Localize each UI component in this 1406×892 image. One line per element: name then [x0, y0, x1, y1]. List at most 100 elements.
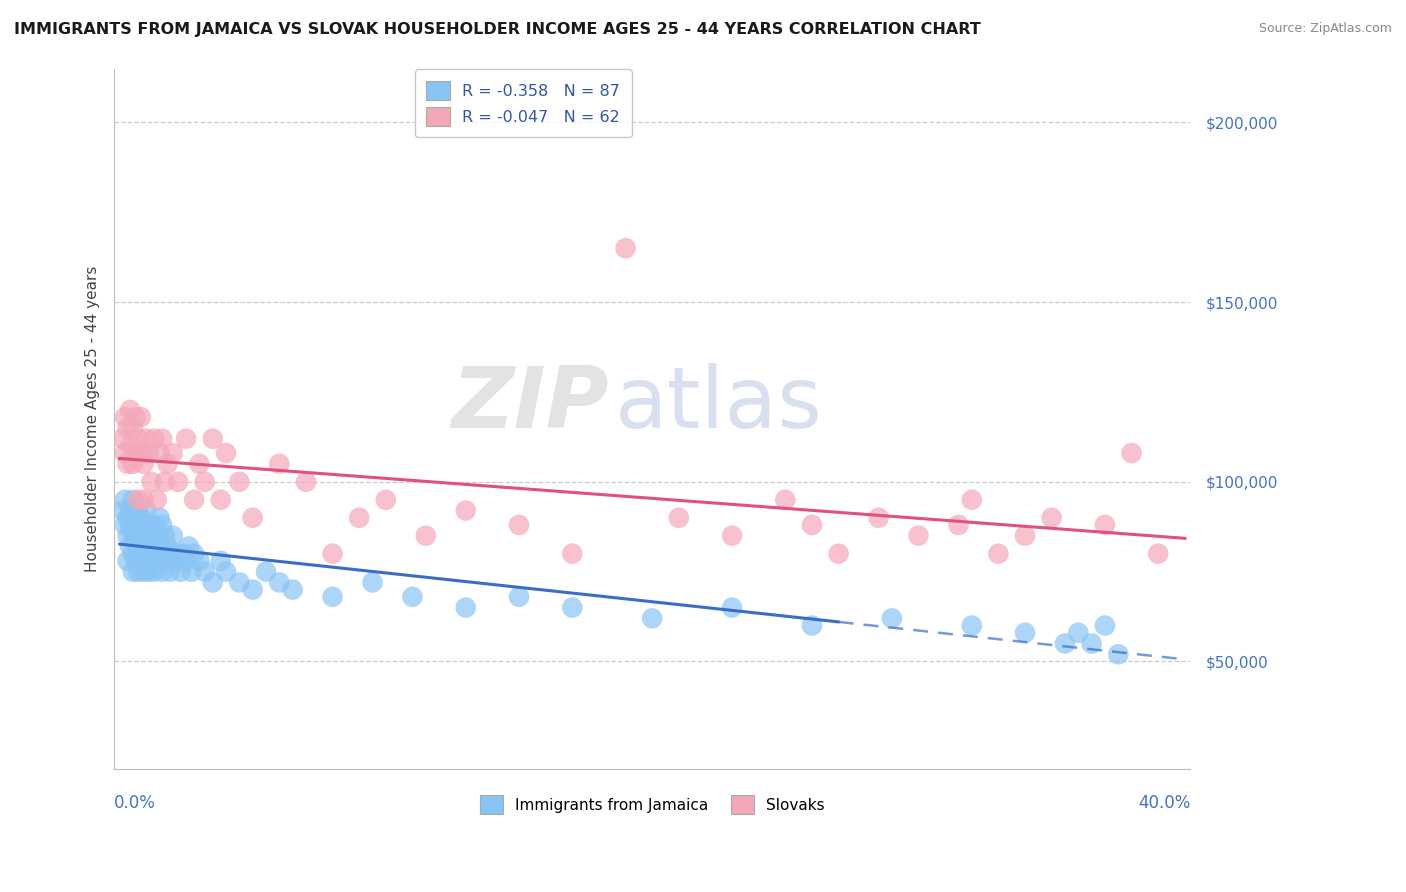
- Point: [454, 600, 477, 615]
- Point: [120, 403, 142, 417]
- Point: [138, 446, 160, 460]
- Point: [721, 529, 744, 543]
- Point: [135, 503, 157, 517]
- Point: [827, 547, 849, 561]
- Point: [172, 547, 194, 561]
- Point: [129, 510, 152, 524]
- Point: [254, 565, 277, 579]
- Point: [148, 510, 170, 524]
- Point: [269, 457, 291, 471]
- Point: [215, 565, 238, 579]
- Point: [156, 457, 179, 471]
- Point: [209, 492, 232, 507]
- Text: Source: ZipAtlas.com: Source: ZipAtlas.com: [1258, 22, 1392, 36]
- Point: [127, 565, 149, 579]
- Point: [242, 582, 264, 597]
- Point: [143, 565, 166, 579]
- Point: [121, 421, 143, 435]
- Point: [135, 432, 157, 446]
- Point: [183, 492, 205, 507]
- Point: [143, 517, 166, 532]
- Point: [124, 510, 146, 524]
- Point: [322, 590, 344, 604]
- Point: [114, 410, 136, 425]
- Point: [295, 475, 318, 489]
- Point: [614, 241, 637, 255]
- Point: [129, 446, 152, 460]
- Point: [868, 510, 890, 524]
- Point: [146, 547, 169, 561]
- Point: [135, 529, 157, 543]
- Point: [1080, 636, 1102, 650]
- Point: [228, 575, 250, 590]
- Point: [121, 547, 143, 561]
- Point: [121, 457, 143, 471]
- Point: [641, 611, 664, 625]
- Point: [132, 457, 155, 471]
- Point: [117, 421, 139, 435]
- Point: [156, 554, 179, 568]
- Point: [960, 492, 983, 507]
- Point: [141, 540, 163, 554]
- Point: [124, 410, 146, 425]
- Point: [174, 432, 197, 446]
- Point: [141, 554, 163, 568]
- Point: [162, 446, 184, 460]
- Point: [801, 618, 824, 632]
- Point: [148, 446, 170, 460]
- Point: [121, 492, 143, 507]
- Point: [415, 529, 437, 543]
- Point: [129, 410, 152, 425]
- Point: [111, 503, 134, 517]
- Point: [1014, 625, 1036, 640]
- Point: [156, 540, 179, 554]
- Point: [508, 517, 530, 532]
- Point: [120, 517, 142, 532]
- Point: [121, 529, 143, 543]
- Point: [117, 457, 139, 471]
- Point: [194, 565, 217, 579]
- Text: IMMIGRANTS FROM JAMAICA VS SLOVAK HOUSEHOLDER INCOME AGES 25 - 44 YEARS CORRELAT: IMMIGRANTS FROM JAMAICA VS SLOVAK HOUSEH…: [14, 22, 981, 37]
- Text: ZIP: ZIP: [451, 363, 609, 446]
- Point: [167, 475, 190, 489]
- Point: [138, 565, 160, 579]
- Point: [132, 565, 155, 579]
- Text: atlas: atlas: [614, 363, 823, 446]
- Point: [138, 547, 160, 561]
- Legend: Immigrants from Jamaica, Slovaks: Immigrants from Jamaica, Slovaks: [470, 785, 835, 825]
- Point: [668, 510, 690, 524]
- Point: [1107, 648, 1129, 662]
- Point: [188, 457, 211, 471]
- Point: [127, 432, 149, 446]
- Point: [146, 492, 169, 507]
- Point: [801, 517, 824, 532]
- Y-axis label: Householder Income Ages 25 - 44 years: Householder Income Ages 25 - 44 years: [86, 266, 100, 572]
- Point: [114, 492, 136, 507]
- Point: [148, 540, 170, 554]
- Text: 0.0%: 0.0%: [114, 794, 156, 812]
- Point: [948, 517, 970, 532]
- Point: [1014, 529, 1036, 543]
- Point: [721, 600, 744, 615]
- Point: [124, 446, 146, 460]
- Point: [150, 432, 173, 446]
- Point: [132, 492, 155, 507]
- Point: [907, 529, 929, 543]
- Point: [117, 554, 139, 568]
- Point: [124, 529, 146, 543]
- Point: [120, 503, 142, 517]
- Point: [1053, 636, 1076, 650]
- Point: [127, 517, 149, 532]
- Point: [1147, 547, 1170, 561]
- Point: [153, 547, 176, 561]
- Point: [117, 529, 139, 543]
- Point: [561, 600, 583, 615]
- Point: [114, 446, 136, 460]
- Point: [111, 432, 134, 446]
- Point: [1040, 510, 1063, 524]
- Point: [167, 547, 190, 561]
- Point: [127, 503, 149, 517]
- Point: [177, 540, 200, 554]
- Point: [129, 529, 152, 543]
- Point: [153, 529, 176, 543]
